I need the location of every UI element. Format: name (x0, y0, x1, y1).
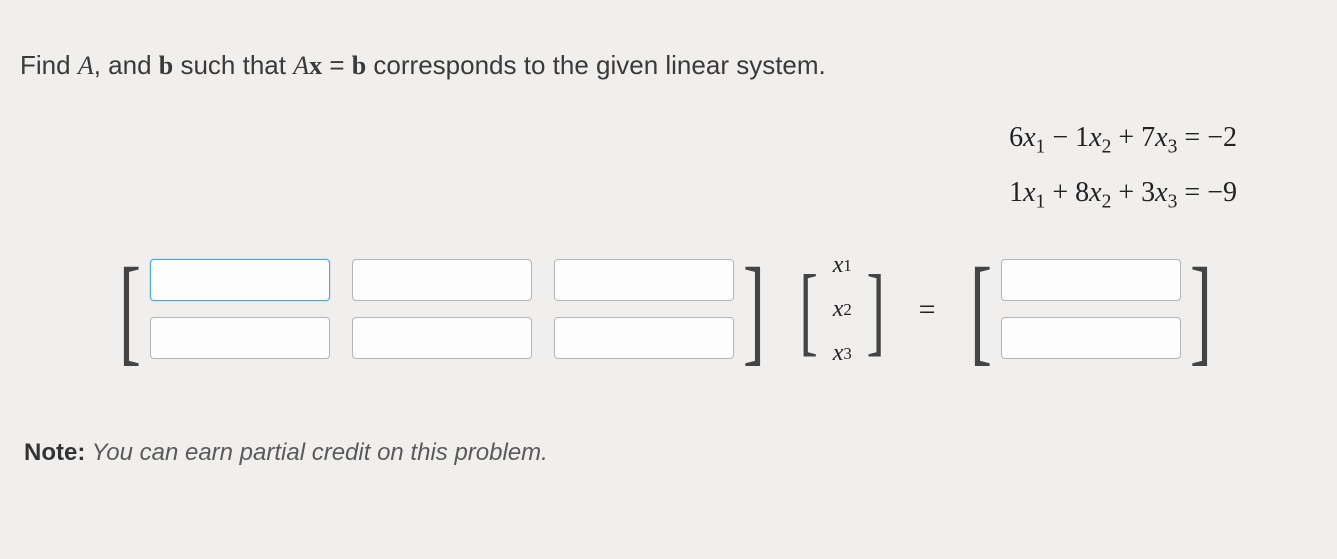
var-b2: b (352, 51, 366, 80)
matrix-A-input-1-0[interactable] (150, 317, 330, 359)
x1-label: x1 (825, 251, 859, 281)
var: x (833, 296, 844, 323)
partial-credit-note: Note: You can earn partial credit on thi… (20, 439, 1317, 467)
sub: 1 (1036, 137, 1046, 158)
vector-x-grid: x1 x2 x3 (825, 251, 859, 369)
coef: 6 (1009, 122, 1023, 153)
right-bracket-icon: ] (743, 262, 765, 358)
matrix-A: [ ] (110, 259, 774, 361)
prompt-text: such that (173, 50, 293, 80)
var-A: A (78, 51, 94, 80)
x3-label: x3 (825, 339, 859, 369)
var: x (1023, 177, 1035, 208)
eq: = (1177, 177, 1207, 208)
op: + (1045, 177, 1075, 208)
coef: 7 (1141, 122, 1155, 153)
op: − (1045, 122, 1075, 153)
vector-b-input-0[interactable] (1001, 259, 1181, 301)
var: x (1155, 177, 1167, 208)
prompt-text: = (322, 50, 352, 80)
prompt-text: , and (94, 50, 159, 80)
matrix-A-grid (150, 259, 734, 361)
coef: 1 (1075, 122, 1089, 153)
sub: 3 (843, 344, 851, 364)
left-bracket-icon: [ (799, 272, 817, 347)
equation-1: 6x1 − 1x2 + 7x3 = −2 (20, 111, 1237, 166)
problem-container: Find A, and b such that Ax = b correspon… (0, 0, 1337, 487)
equation-2: 1x1 + 8x2 + 3x3 = −9 (20, 166, 1237, 221)
matrix-A-input-0-0[interactable] (150, 259, 330, 301)
note-text: You can earn partial credit on this prob… (85, 439, 548, 466)
sub: 2 (843, 300, 851, 320)
var: x (1089, 122, 1101, 153)
rhs: −9 (1207, 177, 1237, 208)
var: x (1089, 177, 1101, 208)
var: x (1155, 122, 1167, 153)
sub: 1 (1036, 191, 1046, 212)
vector-b: [ ] (961, 259, 1221, 361)
rhs: −2 (1207, 122, 1237, 153)
right-bracket-icon: ] (1190, 262, 1212, 358)
note-label: Note: (24, 439, 85, 466)
var: x (1023, 122, 1035, 153)
var-A2: A (293, 51, 309, 80)
sub: 3 (1168, 137, 1178, 158)
op: + (1111, 122, 1141, 153)
equals-sign: = (911, 293, 944, 327)
vector-b-input-1[interactable] (1001, 317, 1181, 359)
vector-x: [ x1 x2 x3 ] (792, 251, 893, 369)
matrix-A-input-1-1[interactable] (352, 317, 532, 359)
left-bracket-icon: [ (970, 262, 992, 358)
coef: 3 (1141, 177, 1155, 208)
linear-system: 6x1 − 1x2 + 7x3 = −2 1x1 + 8x2 + 3x3 = −… (20, 111, 1317, 221)
coef: 1 (1009, 177, 1023, 208)
sub: 2 (1102, 191, 1112, 212)
sub: 2 (1102, 137, 1112, 158)
matrix-A-input-0-1[interactable] (352, 259, 532, 301)
right-bracket-icon: ] (867, 272, 885, 347)
prompt-text: corresponds to the given linear system. (366, 50, 826, 80)
matrix-A-input-0-2[interactable] (554, 259, 734, 301)
coef: 8 (1075, 177, 1089, 208)
vector-b-grid (1001, 259, 1181, 361)
op: + (1111, 177, 1141, 208)
var-x: x (309, 51, 322, 80)
sub: 1 (843, 256, 851, 276)
matrix-equation: [ ] [ x1 x2 x3 ] = [ (20, 251, 1317, 369)
eq: = (1177, 122, 1207, 153)
prompt-text: Find (20, 50, 78, 80)
var: x (833, 340, 844, 367)
left-bracket-icon: [ (119, 262, 141, 358)
x2-label: x2 (825, 295, 859, 325)
problem-prompt: Find A, and b such that Ax = b correspon… (20, 50, 1317, 81)
matrix-A-input-1-2[interactable] (554, 317, 734, 359)
var-b: b (159, 51, 173, 80)
sub: 3 (1168, 191, 1178, 212)
var: x (833, 252, 844, 279)
